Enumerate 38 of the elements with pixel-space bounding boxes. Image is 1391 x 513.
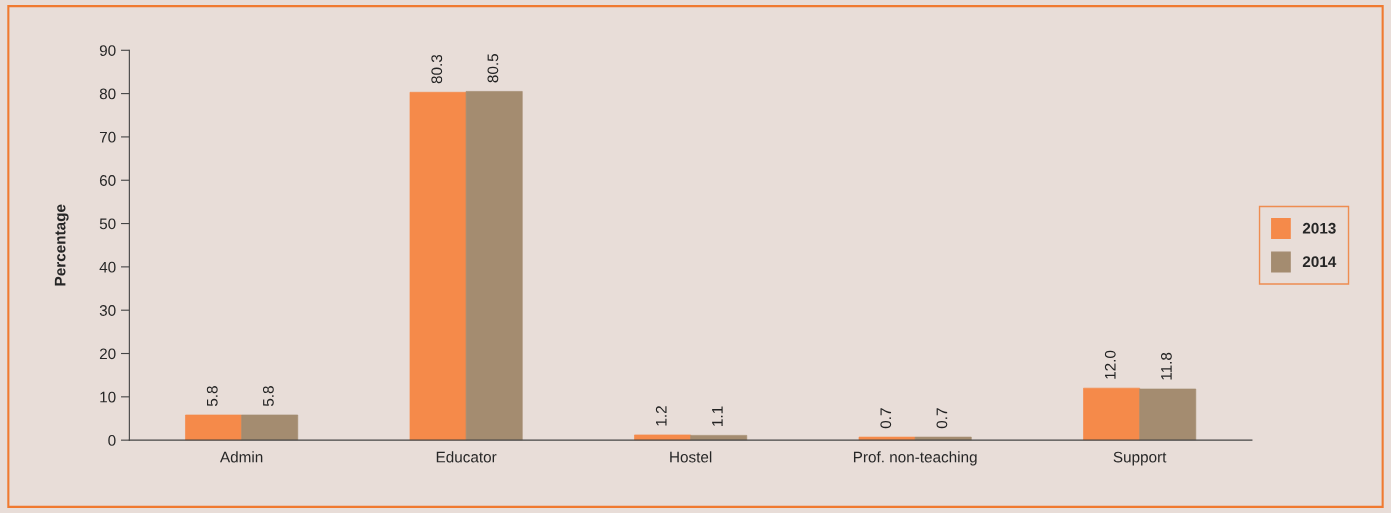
y-tick-label: 80	[99, 88, 116, 100]
data-label: 1.2	[655, 406, 667, 426]
x-tick-label: Admin	[220, 451, 263, 463]
y-tick-label: 70	[99, 131, 116, 143]
data-label: 5.8	[206, 386, 218, 407]
legend-label: 2013	[1302, 222, 1336, 234]
data-label: 12.0	[1104, 350, 1116, 379]
bar	[690, 435, 748, 441]
y-tick-label: 60	[99, 175, 116, 186]
data-label: 0.7	[880, 408, 892, 429]
data-label: 1.1	[712, 406, 723, 426]
y-tick-label: 90	[99, 45, 116, 56]
bar	[1083, 387, 1140, 441]
bar	[1139, 388, 1197, 441]
data-label: 5.8	[262, 386, 274, 407]
y-tick-label: 40	[99, 261, 116, 273]
data-label: 11.8	[1160, 352, 1172, 380]
bar	[914, 436, 972, 441]
bar	[634, 434, 691, 441]
bar	[409, 91, 467, 441]
bar	[858, 436, 916, 441]
data-label: 0.7	[936, 408, 948, 429]
x-tick-label: Educator	[436, 451, 497, 463]
y-tick-label: 0	[108, 435, 116, 446]
bar	[465, 91, 523, 441]
y-tick-label: 50	[99, 218, 116, 230]
data-label: 80.3	[431, 54, 443, 84]
bar	[241, 414, 299, 441]
x-tick-label: Support	[1113, 451, 1167, 466]
x-tick-label: Hostel	[670, 451, 712, 463]
x-tick-label: Prof. non-teaching	[853, 451, 977, 466]
y-tick-label: 20	[99, 348, 116, 360]
bar	[185, 414, 242, 441]
y-tick-label: 30	[99, 305, 116, 316]
y-tick-label: 10	[100, 391, 116, 403]
data-label: 80.5	[487, 54, 499, 83]
legend-label: 2014	[1302, 256, 1337, 268]
y-axis-title: Percentage	[54, 204, 69, 286]
